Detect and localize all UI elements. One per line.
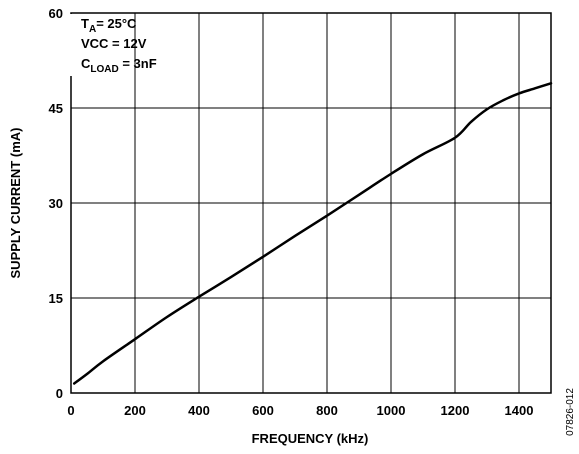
y-tick-label: 45 xyxy=(49,101,63,116)
x-tick-label: 1200 xyxy=(441,403,470,418)
series-layer xyxy=(72,82,553,385)
annotation-vcc: VCC = 12V xyxy=(81,36,147,51)
y-tick-label: 30 xyxy=(49,196,63,211)
series-line-0 xyxy=(72,82,553,385)
plot-frame xyxy=(70,12,552,394)
y-tick-label: 15 xyxy=(49,291,63,306)
y-tick-label: 0 xyxy=(56,386,63,401)
y-tick-labels: 0 15 30 45 60 xyxy=(49,6,63,401)
annotation-cload: CLOAD = 3nF xyxy=(81,56,157,75)
x-tick-label: 1000 xyxy=(377,403,406,418)
x-tick-label: 400 xyxy=(188,403,210,418)
y-tick-label: 60 xyxy=(49,6,63,21)
y-axis-title: SUPPLY CURRENT (mA) xyxy=(8,128,23,279)
annotation-ta: TA= 25°C xyxy=(81,16,137,35)
figure-id: 07826-012 xyxy=(565,388,576,436)
x-tick-label: 200 xyxy=(124,403,146,418)
x-tick-labels: 0 200 400 600 800 1000 1200 1400 xyxy=(67,403,533,418)
x-tick-label: 800 xyxy=(316,403,338,418)
x-axis-title: FREQUENCY (kHz) xyxy=(252,431,369,446)
x-tick-label: 1400 xyxy=(505,403,534,418)
grid-lines xyxy=(71,13,551,393)
x-tick-label: 0 xyxy=(67,403,74,418)
x-tick-label: 600 xyxy=(252,403,274,418)
annotation-backdrop xyxy=(66,14,134,76)
